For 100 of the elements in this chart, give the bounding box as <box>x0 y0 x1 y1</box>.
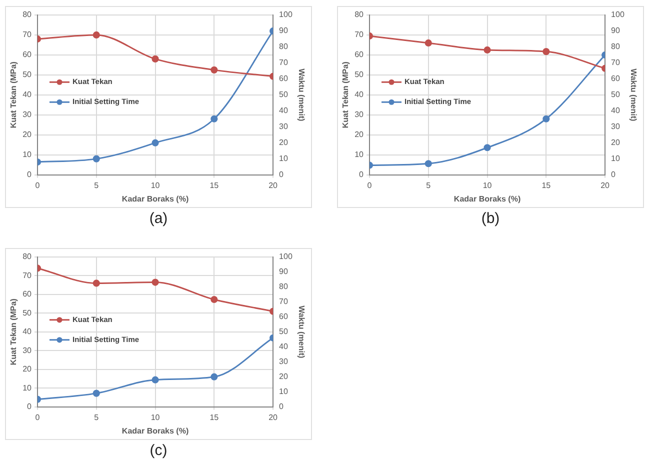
y2-tick-label: 90 <box>279 26 288 36</box>
point <box>92 155 100 162</box>
x-tick-label: 10 <box>150 180 160 190</box>
y2-axis-title: Waktu (menit) <box>296 306 306 359</box>
y2-tick-label: 60 <box>279 312 288 322</box>
y2-tick-label: 10 <box>279 154 288 164</box>
point <box>424 160 432 168</box>
y2-tick-label: 70 <box>279 58 288 68</box>
point <box>210 66 218 74</box>
x-tick-label: 0 <box>367 180 372 190</box>
y-tick-label: 60 <box>22 290 32 299</box>
y-tick-label: 30 <box>22 110 32 120</box>
y2-tick-label: 20 <box>279 372 288 382</box>
y-tick-label: 50 <box>22 70 32 80</box>
x-tick-label: 0 <box>35 180 40 190</box>
y2-tick-label: 70 <box>611 58 620 68</box>
y2-tick-label: 60 <box>279 74 288 84</box>
y2-tick-label: 40 <box>279 342 288 352</box>
y2-tick-label: 60 <box>611 74 620 84</box>
x-tick-label: 5 <box>426 180 432 190</box>
x-axis-title: Kadar Boraks (%) <box>122 194 189 204</box>
y2-tick-label: 30 <box>279 357 288 366</box>
y2-tick-label: 90 <box>611 26 620 36</box>
y2-tick-label: 20 <box>279 138 288 148</box>
y2-tick-label: 90 <box>279 267 288 276</box>
x-tick-label: 15 <box>210 180 220 190</box>
point <box>92 280 100 287</box>
y-tick-label: 80 <box>22 10 32 20</box>
y2-tick-label: 30 <box>279 122 288 132</box>
text: (b) <box>480 210 501 227</box>
y-tick-label: 50 <box>354 70 364 80</box>
x-tick-label: 10 <box>482 180 492 190</box>
point <box>542 48 550 56</box>
y-tick-label: 20 <box>22 364 32 374</box>
y-tick-label: 30 <box>354 110 364 120</box>
y2-axis-title: Waktu (menit) <box>296 68 306 122</box>
point <box>210 373 218 380</box>
point <box>484 46 491 54</box>
point <box>152 376 159 384</box>
y-tick-label: 80 <box>22 252 32 262</box>
y2-axis-title: Waktu (menit) <box>628 68 638 122</box>
point <box>542 115 550 122</box>
y2-tick-label: 30 <box>611 122 620 132</box>
y2-tick-label: 50 <box>279 90 288 100</box>
y2-tick-label: 80 <box>611 42 620 52</box>
y-tick-label: 50 <box>22 308 32 318</box>
point <box>424 39 432 47</box>
y-axis-title: Kuat Tekan (MPa) <box>341 61 350 128</box>
y-tick-label: 70 <box>22 270 32 280</box>
y-axis-title: Kuat Tekan (MPa) <box>9 298 18 366</box>
point <box>210 115 218 122</box>
y2-tick-label: 10 <box>279 387 288 396</box>
x-tick-label: 0 <box>35 412 40 422</box>
x-tick-label: 5 <box>94 180 100 190</box>
y-tick-label: 60 <box>22 50 32 60</box>
y-tick-label: 80 <box>354 10 364 20</box>
y-tick-label: 10 <box>354 150 364 160</box>
y-tick-label: 10 <box>22 150 32 160</box>
point <box>210 296 218 304</box>
x-tick-label: 20 <box>268 412 278 422</box>
point <box>152 278 159 286</box>
y2-tick-label: 20 <box>611 138 620 148</box>
x-tick-label: 20 <box>600 180 610 190</box>
y2-tick-label: 100 <box>279 252 293 262</box>
y2-tick-label: 40 <box>279 106 288 116</box>
point <box>92 31 100 39</box>
y2-tick-label: 80 <box>279 282 288 292</box>
y-tick-label: 70 <box>354 30 364 40</box>
y2-tick-label: 0 <box>279 402 284 412</box>
point <box>152 55 159 62</box>
x-tick-label: 10 <box>150 412 160 422</box>
text: (a) <box>148 210 169 227</box>
y-tick-label: 0 <box>27 402 32 412</box>
y-tick-label: 0 <box>359 170 364 180</box>
y-tick-label: 10 <box>22 383 32 392</box>
x-tick-label: 5 <box>94 412 100 422</box>
y2-tick-label: 50 <box>279 327 288 336</box>
y2-tick-label: 100 <box>279 10 293 20</box>
y-axis-title: Kuat Tekan (MPa) <box>9 61 18 128</box>
y2-tick-label: 10 <box>611 154 620 164</box>
y-tick-label: 40 <box>354 90 364 100</box>
y-tick-label: 40 <box>22 327 32 336</box>
point <box>152 139 159 146</box>
y-tick-label: 70 <box>22 30 32 40</box>
y-tick-label: 30 <box>22 346 32 355</box>
y-tick-label: 0 <box>27 170 32 180</box>
y-tick-label: 40 <box>22 90 32 100</box>
y-tick-label: 60 <box>354 50 364 60</box>
y2-tick-label: 50 <box>611 90 620 100</box>
x-tick-label: 15 <box>542 180 552 190</box>
y2-tick-label: 0 <box>611 170 616 180</box>
point <box>484 144 491 152</box>
y2-tick-label: 100 <box>611 10 625 20</box>
y2-tick-label: 0 <box>279 170 284 180</box>
y-tick-label: 20 <box>354 130 364 140</box>
y-tick-label: 20 <box>22 130 32 140</box>
x-axis-title: Kadar Boraks (%) <box>122 426 189 436</box>
text: (c) <box>148 442 168 459</box>
y2-tick-label: 70 <box>279 297 288 306</box>
y2-tick-label: 80 <box>279 42 288 52</box>
